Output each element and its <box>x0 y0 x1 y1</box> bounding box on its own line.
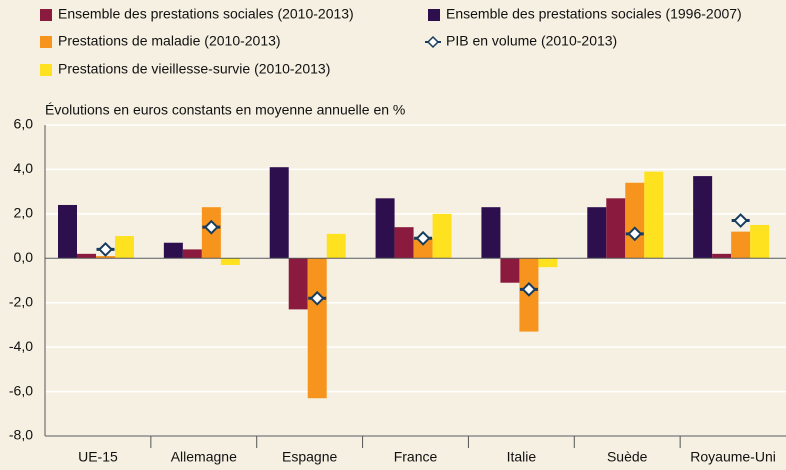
bar <box>163 242 183 259</box>
marker <box>733 213 749 228</box>
bar <box>481 207 501 259</box>
bar <box>587 207 607 259</box>
bar <box>58 204 77 259</box>
bar <box>625 182 645 259</box>
legend-swatch <box>40 64 52 76</box>
bar <box>712 253 732 259</box>
x-tick-label: UE-15 <box>78 449 118 465</box>
axis-label: Évolutions en euros constants en moyenne… <box>45 102 405 118</box>
bar <box>182 249 202 259</box>
bar <box>96 256 115 259</box>
bar <box>644 171 664 259</box>
legend-label: Ensemble des prestations sociales (2010-… <box>58 6 354 22</box>
marker <box>415 230 431 246</box>
y-tick-label: -6,0 <box>9 382 33 398</box>
y-tick-label: 6,0 <box>14 116 34 132</box>
y-tick-label: 2,0 <box>14 205 34 221</box>
legend-swatch <box>428 9 440 21</box>
bar <box>394 227 414 259</box>
marker <box>521 281 537 297</box>
bar <box>693 176 713 259</box>
marker <box>98 241 113 257</box>
bar <box>77 253 96 259</box>
x-tick-label: Italie <box>507 449 537 465</box>
legend-label: Prestations de vieillesse-survie (2010-2… <box>58 61 330 77</box>
y-tick-label: -8,0 <box>9 427 33 443</box>
x-tick-label: Suède <box>607 449 648 465</box>
bar <box>288 258 308 310</box>
bar <box>375 198 395 259</box>
bar <box>326 233 346 259</box>
legend-swatch <box>40 36 52 48</box>
bar <box>413 238 433 259</box>
bar <box>500 258 520 283</box>
y-tick-label: -2,0 <box>9 293 33 309</box>
bar <box>307 258 327 399</box>
bar <box>220 258 240 265</box>
x-tick-label: Royaume-Uni <box>690 449 776 465</box>
bar <box>731 231 751 259</box>
bar <box>750 224 770 259</box>
legend-swatch <box>40 9 52 21</box>
x-tick-label: France <box>394 449 438 465</box>
bar <box>115 236 134 259</box>
marker <box>309 290 325 306</box>
x-tick-label: Espagne <box>282 449 337 465</box>
marker <box>627 226 643 242</box>
bar <box>432 213 452 259</box>
legend-label: Ensemble des prestations sociales (1996-… <box>446 6 742 22</box>
bar <box>606 198 626 259</box>
marker <box>203 219 219 235</box>
y-tick-label: -4,0 <box>9 338 33 354</box>
y-tick-label: 0,0 <box>14 249 34 265</box>
legend-swatch <box>426 35 440 49</box>
legend-label: PIB en volume (2010-2013) <box>446 33 617 49</box>
legend-label: Prestations de maladie (2010-2013) <box>58 33 281 49</box>
bar <box>538 258 558 268</box>
x-tick-label: Allemagne <box>171 449 237 465</box>
y-tick-label: 4,0 <box>14 160 34 176</box>
bar <box>269 167 289 259</box>
